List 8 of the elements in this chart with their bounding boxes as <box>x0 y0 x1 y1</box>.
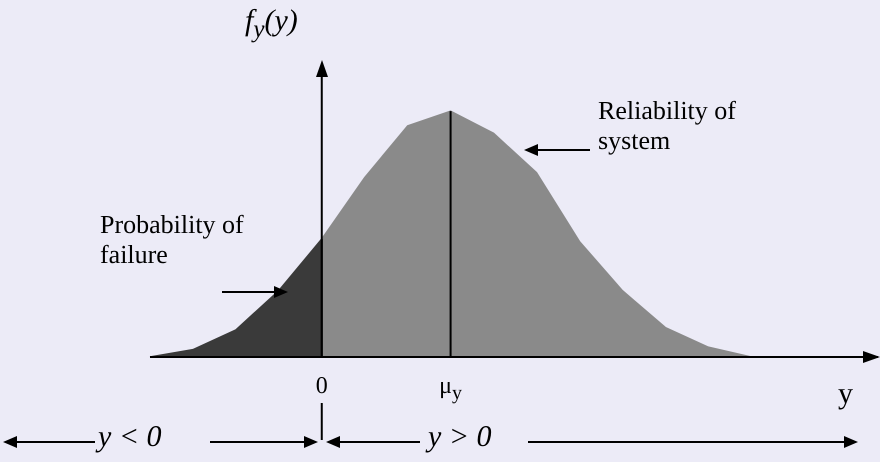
x-tick-label: 0 <box>316 373 328 401</box>
annotation: Probability of failure <box>100 210 245 270</box>
annotation: Reliability of system <box>598 96 737 156</box>
text: y > 0 <box>428 420 492 454</box>
y-axis-title: f$_{y}$(y) <box>245 4 298 45</box>
x-axis-title: y <box>838 377 853 412</box>
text: y < 0 <box>98 420 162 454</box>
x-tick-label: μ$_{y}$ <box>439 373 462 405</box>
